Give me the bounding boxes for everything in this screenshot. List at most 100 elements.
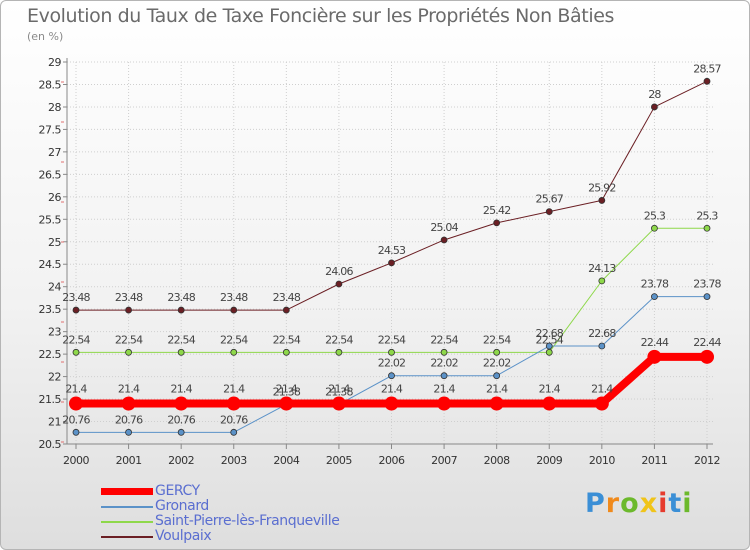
data-point [331,396,346,411]
data-label: 24.06 [325,265,353,278]
y-tick-label: 21 [48,416,61,429]
chart-title: Evolution du Taux de Taxe Foncière sur l… [27,5,615,27]
legend-swatch [101,488,153,495]
data-point [125,428,132,436]
data-label: 22.02 [430,357,458,370]
logo-letter: o [620,488,640,519]
data-point [489,396,504,411]
legend-item-gercy: GERCY [101,483,461,500]
data-label: 22.68 [588,327,616,340]
data-label: 24.13 [588,262,616,275]
data-label: 23.48 [273,291,301,304]
data-label: 21.4 [486,383,508,396]
data-label: 21.4 [276,383,298,396]
data-point [703,224,711,232]
x-tick-label: 2005 [326,454,352,467]
data-label: 21.4 [591,383,613,396]
data-point [440,236,448,244]
data-point [72,306,80,314]
data-label: 25.04 [430,221,458,234]
gridlines [67,61,713,445]
legend-item-gronard: Gronard [101,498,461,515]
data-point [700,349,714,364]
data-point [493,372,501,380]
data-label: 25.3 [696,209,718,222]
data-point [282,348,290,356]
y-tick-label: 21.5 [39,393,62,406]
x-tick-label: 2000 [63,454,89,467]
y-tick-label: 28 [48,101,61,114]
y-tick-label: 23 [48,326,61,339]
x-tick-label: 2008 [484,454,510,467]
logo-letter: i [658,488,669,519]
data-label: 23.48 [115,291,143,304]
logo-letter: P [585,488,606,519]
data-label: 22.54 [220,333,248,346]
data-point [545,208,553,216]
data-point [703,293,711,300]
data-point [545,342,553,350]
data-label: 22.44 [693,336,721,349]
data-label: 21.38 [325,385,353,398]
data-label: 23.48 [62,291,90,304]
data-label: 23.78 [641,278,669,291]
data-labels: 23.48 23.48 23.48 23.48 23.48 24.06 24.53 25.04… [62,62,722,426]
data-label: 28.57 [693,62,721,75]
data-label: 22.54 [536,333,564,346]
data-label: 23.78 [693,278,721,291]
data-point [230,306,238,314]
data-label: 28 [648,88,661,101]
y-tick-label: 27 [48,146,61,159]
y-tick-label: 26.5 [39,168,62,181]
x-tick-label: 2004 [273,454,299,467]
data-label: 21.38 [273,385,301,398]
x-tick-label: 2009 [536,454,562,467]
data-label: 20.76 [115,413,143,426]
data-label: 22.54 [325,333,353,346]
data-label: 22.54 [62,333,90,346]
y-tick-label: 25 [48,236,61,249]
data-point [651,103,658,111]
data-label: 25.42 [483,204,511,217]
data-point [440,348,448,356]
data-point [72,428,80,436]
data-point [230,428,238,436]
data-label: 22.44 [641,336,669,349]
legend-swatch [101,506,153,508]
data-label: 25.3 [644,209,666,222]
data-point [72,348,80,356]
logo-letter: t [668,488,683,519]
proxiti-logo: Proxiti [585,488,693,519]
data-label: 21.4 [118,383,140,396]
data-label: 20.76 [62,413,90,426]
data-point [177,428,185,436]
x-tick-label: 2002 [168,454,194,467]
data-label: 22.02 [378,357,406,370]
logo-letter: r [605,488,621,519]
x-tick-label: 2007 [431,454,457,467]
y-tick-label: 26 [48,191,61,204]
data-point [177,348,185,356]
legend-label: Saint-Pierre-lès-Franqueville [155,513,340,529]
data-label: 23.48 [167,291,195,304]
legend-item-saint-pierre: Saint-Pierre-lès-Franqueville [101,513,461,530]
y-tick-label: 28.5 [39,78,62,91]
data-point [226,396,241,411]
data-label: 22.54 [115,333,143,346]
y-tick-label: 22 [48,371,61,384]
data-point [440,372,448,380]
legend-label: Voulpaix [155,528,212,544]
data-point [594,396,609,411]
data-label: 21.4 [381,383,403,396]
data-point [493,348,501,356]
data-label: 22.54 [378,333,406,346]
y-tick-label: 24 [48,281,61,294]
logo-letter: x [639,488,659,519]
data-point [125,306,132,314]
data-point [647,349,662,364]
data-label: 24.53 [378,244,406,257]
data-label: 21.4 [171,383,193,396]
data-point [388,348,395,356]
